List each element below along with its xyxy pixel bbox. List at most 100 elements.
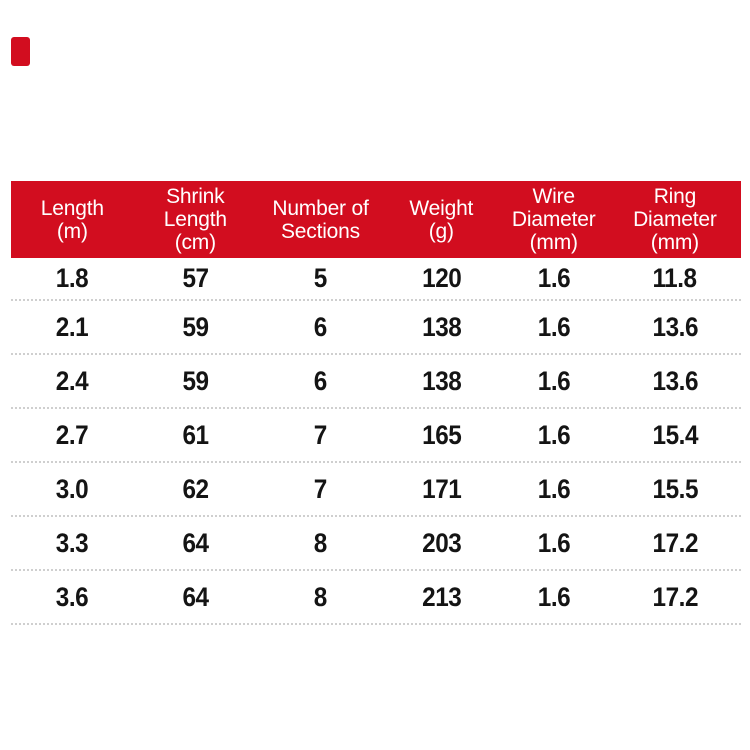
- table-cell: 59: [134, 366, 257, 397]
- cell-value: 59: [182, 311, 209, 342]
- cell-value: 1.6: [537, 263, 570, 293]
- corner-accent-mark: [11, 37, 30, 66]
- table-cell: 64: [134, 528, 257, 559]
- cell-value: 6: [313, 365, 328, 396]
- table-header-row: Length (m) Shrink Length (cm) Number of Se…: [11, 181, 741, 258]
- table-row: 2.4 59 6 138 1.6 13.6: [11, 355, 741, 409]
- cell-value: 3.3: [56, 527, 89, 558]
- spec-table: Length (m) Shrink Length (cm) Number of Se…: [11, 181, 741, 625]
- table-row: 3.6 64 8 213 1.6 17.2: [11, 571, 741, 625]
- cell-value: 138: [421, 311, 462, 342]
- cell-value: 7: [313, 473, 328, 504]
- table-cell: 203: [384, 528, 499, 559]
- table-cell: 17.2: [609, 528, 741, 559]
- table-row: 1.8 57 5 120 1.6 11.8: [11, 258, 741, 301]
- table-body: 1.8 57 5 120 1.6 11.8 2.1 59 6 138 1.6 13.6 2.4 59 6 13…: [11, 258, 741, 625]
- table-cell: 61: [134, 420, 257, 451]
- table-cell: 1.8: [11, 263, 134, 294]
- table-cell: 6: [257, 312, 384, 343]
- column-header: Shrink Length (cm): [163, 185, 227, 254]
- cell-value: 165: [421, 419, 462, 450]
- table-cell: 3.0: [11, 474, 134, 505]
- cell-value: 57: [182, 263, 209, 293]
- table-row: 2.7 61 7 165 1.6 15.4: [11, 409, 741, 463]
- cell-value: 1.6: [537, 311, 570, 342]
- table-cell: 11.8: [609, 263, 741, 294]
- table-row: 3.3 64 8 203 1.6 17.2: [11, 517, 741, 571]
- table-cell: 2.4: [11, 366, 134, 397]
- table-cell: 1.6: [499, 528, 609, 559]
- table-cell: 120: [384, 263, 499, 294]
- table-cell: 7: [257, 474, 384, 505]
- cell-value: 1.8: [56, 263, 89, 293]
- table-row: 3.0 62 7 171 1.6 15.5: [11, 463, 741, 517]
- cell-value: 3.6: [56, 581, 89, 612]
- table-cell: 57: [134, 263, 257, 294]
- cell-value: 138: [421, 365, 462, 396]
- column-header: Length (m): [40, 196, 104, 243]
- cell-value: 64: [182, 581, 209, 612]
- cell-value: 1.6: [537, 581, 570, 612]
- cell-value: 8: [313, 527, 328, 558]
- table-cell: 1.6: [499, 474, 609, 505]
- cell-value: 203: [421, 527, 462, 558]
- table-cell: 8: [257, 528, 384, 559]
- cell-value: 5: [313, 263, 328, 293]
- cell-value: 2.1: [56, 311, 89, 342]
- cell-value: 213: [421, 581, 462, 612]
- table-cell: 3.3: [11, 528, 134, 559]
- table-cell: 17.2: [609, 582, 741, 613]
- table-cell: 62: [134, 474, 257, 505]
- cell-value: 11.8: [652, 263, 698, 293]
- cell-value: 61: [182, 419, 209, 450]
- table-cell: 165: [384, 420, 499, 451]
- cell-value: 1.6: [537, 473, 570, 504]
- table-cell: 138: [384, 366, 499, 397]
- table-cell: 3.6: [11, 582, 134, 613]
- table-cell: 1.6: [499, 366, 609, 397]
- table-cell: 213: [384, 582, 499, 613]
- cell-value: 17.2: [652, 581, 698, 612]
- cell-value: 15.5: [652, 473, 698, 504]
- cell-value: 7: [313, 419, 328, 450]
- table-cell: 8: [257, 582, 384, 613]
- column-header: Wire Diameter (mm): [511, 185, 596, 254]
- cell-value: 2.4: [56, 365, 89, 396]
- column-header: Weight (g): [409, 196, 474, 243]
- column-header: Number of Sections: [272, 196, 369, 243]
- cell-value: 62: [182, 473, 209, 504]
- cell-value: 1.6: [537, 527, 570, 558]
- cell-value: 120: [421, 263, 462, 293]
- table-cell: 15.4: [609, 420, 741, 451]
- table-cell: 6: [257, 366, 384, 397]
- table-cell: 2.7: [11, 420, 134, 451]
- cell-value: 17.2: [652, 527, 698, 558]
- cell-value: 8: [313, 581, 328, 612]
- cell-value: 64: [182, 527, 209, 558]
- column-header: Ring Diameter (mm): [633, 185, 717, 254]
- table-cell: 15.5: [609, 474, 741, 505]
- cell-value: 59: [182, 365, 209, 396]
- cell-value: 171: [421, 473, 462, 504]
- table-cell: 171: [384, 474, 499, 505]
- table-cell: 138: [384, 312, 499, 343]
- table-cell: 1.6: [499, 420, 609, 451]
- table-cell: 1.6: [499, 312, 609, 343]
- table-cell: 59: [134, 312, 257, 343]
- cell-value: 13.6: [652, 365, 698, 396]
- table-cell: 64: [134, 582, 257, 613]
- cell-value: 1.6: [537, 365, 570, 396]
- table-cell: 5: [257, 263, 384, 294]
- table-cell: 1.6: [499, 263, 609, 294]
- table-cell: 2.1: [11, 312, 134, 343]
- cell-value: 3.0: [56, 473, 89, 504]
- table-row: 2.1 59 6 138 1.6 13.6: [11, 301, 741, 355]
- table-cell: 13.6: [609, 312, 741, 343]
- cell-value: 13.6: [652, 311, 698, 342]
- cell-value: 2.7: [56, 419, 89, 450]
- table-cell: 1.6: [499, 582, 609, 613]
- table-cell: 13.6: [609, 366, 741, 397]
- cell-value: 6: [313, 311, 328, 342]
- cell-value: 1.6: [537, 419, 570, 450]
